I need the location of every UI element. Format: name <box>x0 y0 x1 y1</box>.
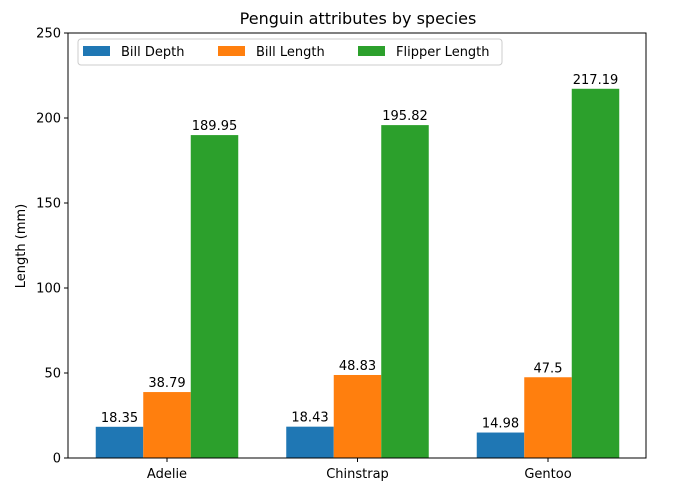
y-axis-title: Length (mm) <box>14 204 29 288</box>
bar-bill-length-adelie <box>143 392 191 458</box>
bar-bill-depth-gentoo <box>476 432 525 458</box>
y-tick-label: 150 <box>36 197 61 212</box>
legend-box <box>77 38 503 66</box>
data-label: 195.82 <box>382 109 428 124</box>
data-label: 217.19 <box>573 73 619 88</box>
data-label: 38.79 <box>148 376 185 391</box>
bar-flipper-length-chinstrap <box>381 125 429 458</box>
bar-flipper-length-gentoo <box>571 88 620 458</box>
y-tick-label: 200 <box>36 112 61 127</box>
x-tick-label-gentoo: Gentoo <box>524 467 571 482</box>
legend-swatch-bill-depth <box>83 46 110 56</box>
x-tick-label-chinstrap: Chinstrap <box>326 467 389 482</box>
data-label: 18.35 <box>101 411 138 426</box>
legend-label: Bill Length <box>256 45 325 60</box>
y-tick-label: 0 <box>53 452 61 467</box>
x-tick-label-adelie: Adelie <box>147 467 187 482</box>
chart-title: Penguin attributes by species <box>240 9 477 28</box>
bar-bill-length-gentoo <box>524 377 572 458</box>
y-tick-label: 50 <box>44 367 61 382</box>
legend-label: Bill Depth <box>121 45 184 60</box>
legend-swatch-flipper-length <box>358 46 385 56</box>
bar-bill-length-chinstrap <box>333 374 382 458</box>
data-label: 14.98 <box>482 417 519 432</box>
bar-bill-depth-chinstrap <box>286 426 334 458</box>
data-label: 18.43 <box>291 411 328 426</box>
y-tick-label: 250 <box>36 27 61 42</box>
legend-swatch-bill-length <box>218 46 245 56</box>
bar-bill-depth-adelie <box>95 426 144 458</box>
data-label: 189.95 <box>192 119 238 134</box>
data-label: 47.5 <box>534 361 563 376</box>
plot-area: 18.35 18.43 14.98 38.79 48.83 47.5 189.95 195.8… <box>36 27 647 482</box>
legend-label: Flipper Length <box>396 45 490 60</box>
data-label: 48.83 <box>339 359 376 374</box>
bar-flipper-length-adelie <box>190 135 239 458</box>
y-tick-label: 100 <box>36 282 61 297</box>
